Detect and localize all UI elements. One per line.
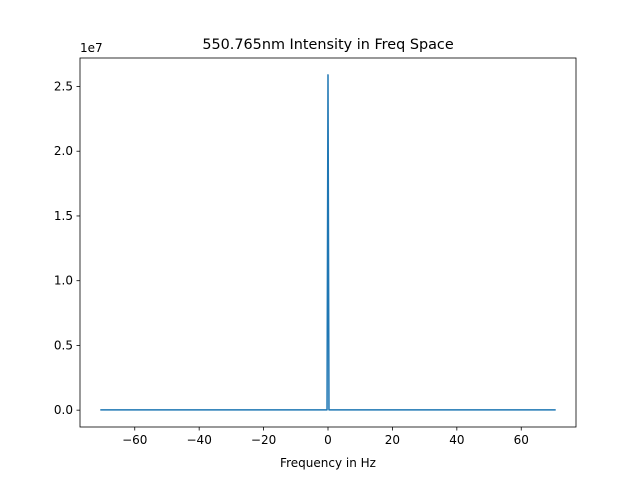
- x-axis-label: Frequency in Hz: [280, 456, 376, 470]
- series-layer: [100, 74, 556, 411]
- y-tick-label: 1.5: [54, 209, 73, 223]
- x-tick-label: −60: [122, 433, 147, 447]
- y-offset-label: 1e7: [80, 41, 103, 55]
- x-tick-label: −20: [251, 433, 276, 447]
- x-tick-label: 20: [385, 433, 400, 447]
- x-tick-label: 40: [449, 433, 464, 447]
- y-tick-label: 0.0: [54, 403, 73, 417]
- y-tick-label: 2.0: [54, 144, 73, 158]
- y-axis-ticks: 0.0 0.5 1.0 1.5 2.0 2.5: [54, 79, 80, 417]
- y-tick-label: 0.5: [54, 338, 73, 352]
- y-tick-label: 1.0: [54, 274, 73, 288]
- x-tick-label: 0: [324, 433, 332, 447]
- x-tick-label: −40: [187, 433, 212, 447]
- chart-title: 550.765nm Intensity in Freq Space: [202, 37, 454, 53]
- x-tick-label: 60: [514, 433, 529, 447]
- x-axis-ticks: −60 −40 −20 0 20 40 60: [122, 427, 529, 447]
- y-tick-label: 2.5: [54, 79, 73, 93]
- series-line-0: [100, 74, 556, 411]
